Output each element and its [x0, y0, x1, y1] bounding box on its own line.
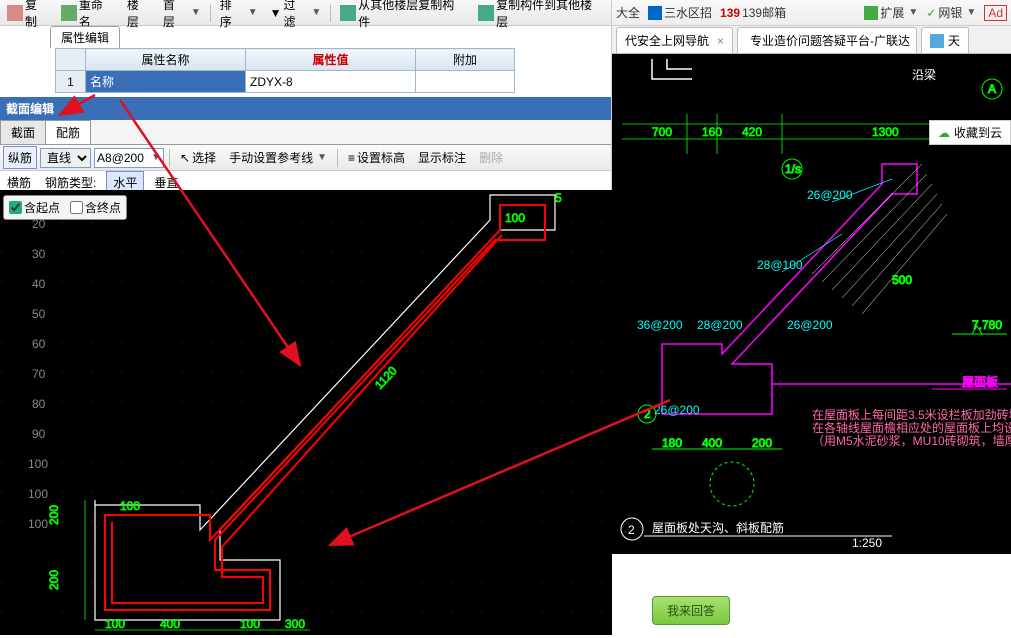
browser-toolbar: 大全 三水区招 139139邮箱 扩展▼ ✓网银▼ Ad — [612, 0, 1011, 26]
svg-text:180: 180 — [662, 436, 682, 450]
section-editor-title: 截面编辑 — [0, 97, 611, 120]
svg-text:400: 400 — [160, 617, 180, 631]
property-table: 属性名称 属性值 附加 1 名称 ZDYX-8 — [55, 48, 515, 93]
copy-button[interactable]: 复制 — [2, 0, 54, 33]
svg-text:50: 50 — [32, 307, 46, 321]
note-2: 在各轴线屋面檐相应处的屋面板上均设栏 — [812, 420, 1011, 435]
col-value: 属性值 — [246, 49, 416, 71]
svg-text:2: 2 — [628, 523, 635, 537]
sort-button[interactable]: 排序▼ — [215, 0, 263, 33]
ext-button[interactable]: 扩展▼ — [864, 4, 918, 21]
svg-text:100: 100 — [120, 499, 140, 513]
set-elev-button[interactable]: ≡设置标高 — [343, 146, 410, 169]
svg-text:40: 40 — [32, 277, 46, 291]
svg-text:26@200: 26@200 — [654, 403, 700, 417]
link-139mail[interactable]: 139139邮箱 — [720, 4, 786, 21]
tab-section[interactable]: 截面 — [0, 120, 46, 144]
svg-text:100: 100 — [240, 617, 260, 631]
note-3: （用M5水泥砂浆，MU10砖砌筑，墙厚2 — [812, 433, 1011, 448]
svg-text:屋面板处天沟、斜板配筋: 屋面板处天沟、斜板配筋 — [652, 520, 784, 535]
svg-text:36@200: 36@200 — [637, 318, 683, 332]
prop-name-cell[interactable]: 名称 — [86, 71, 246, 93]
svg-text:7.780: 7.780 — [972, 318, 1002, 332]
svg-text:26@200: 26@200 — [807, 188, 853, 202]
check-end[interactable]: 含终点 — [70, 199, 121, 216]
first-floor-select[interactable]: 首层▼ — [158, 0, 206, 33]
tab-rebar[interactable]: 配筋 — [45, 120, 91, 144]
cloud-save-button[interactable]: ☁ 收藏到云 — [929, 120, 1011, 145]
note-1: 在屋面板上每间距3.5米设栏板加劲砖墙 — [812, 407, 1011, 422]
svg-text:200: 200 — [47, 570, 61, 590]
link-sanshui[interactable]: 三水区招 — [648, 4, 712, 21]
svg-text:30: 30 — [32, 247, 46, 261]
answer-button[interactable]: 我来回答 — [652, 596, 730, 625]
svg-text:1/s: 1/s — [785, 162, 801, 176]
browser-tab-1[interactable]: 专业造价问题答疑平台-广联达× — [737, 27, 917, 53]
svg-text:420: 420 — [742, 125, 762, 139]
browser-tab-0[interactable]: 代安全上网导航× — [616, 27, 733, 53]
svg-text:200: 200 — [752, 436, 772, 450]
svg-text:28@100: 28@100 — [757, 258, 803, 272]
browser-tab-2[interactable]: 天 — [921, 27, 969, 53]
rebar-toolbar: 纵筋 直线 A8@200▼ ↖选择 手动设置参考线▼ ≡设置标高 显示标注 删除 — [0, 145, 611, 171]
svg-text:200: 200 — [47, 505, 61, 525]
filter-button[interactable]: ▼过滤▼ — [265, 0, 327, 33]
svg-text:A: A — [988, 82, 996, 96]
cad-canvas-left[interactable]: 203040 506070 8090100 100100 100400100 2… — [0, 190, 612, 635]
copy-to-button[interactable]: 复制构件到其他楼层 — [473, 0, 609, 33]
col-extra: 附加 — [416, 49, 515, 71]
browser-tabs: 代安全上网导航× 专业造价问题答疑平台-广联达× 天 — [612, 26, 1011, 54]
svg-text:屋面板: 屋面板 — [962, 375, 998, 389]
svg-text:1:250: 1:250 — [852, 536, 882, 550]
svg-text:26@200: 26@200 — [787, 318, 833, 332]
prop-value-cell[interactable]: ZDYX-8 — [246, 71, 416, 93]
bank-button[interactable]: ✓网银▼ — [926, 4, 976, 21]
copy-from-button[interactable]: 从其他楼层复制构件 — [335, 0, 471, 33]
link-daquan[interactable]: 大全 — [616, 4, 640, 21]
svg-text:80: 80 — [32, 397, 46, 411]
line-type-select[interactable]: 直线 — [40, 148, 91, 168]
svg-text:700: 700 — [652, 125, 672, 139]
select-button[interactable]: ↖选择 — [175, 146, 221, 169]
rebar-spec-combo[interactable]: A8@200▼ — [94, 148, 164, 168]
longitudinal-button[interactable]: 纵筋 — [3, 146, 37, 169]
svg-text:1300: 1300 — [872, 125, 899, 139]
svg-text:100: 100 — [28, 457, 48, 471]
delete-button[interactable]: 删除 — [474, 146, 508, 169]
svg-text:28@200: 28@200 — [697, 318, 743, 332]
svg-text:100: 100 — [105, 617, 125, 631]
property-edit-tab[interactable]: 属性编辑 — [50, 26, 120, 48]
svg-text:100: 100 — [28, 517, 48, 531]
svg-text:400: 400 — [702, 436, 722, 450]
col-name: 属性名称 — [86, 49, 246, 71]
check-start[interactable]: 含起点 — [9, 199, 60, 216]
floor-button[interactable]: 楼层 — [122, 0, 156, 33]
svg-text:60: 60 — [32, 337, 46, 351]
svg-text:500: 500 — [892, 273, 912, 287]
svg-text:沿梁: 沿梁 — [912, 67, 936, 82]
svg-text:70: 70 — [32, 367, 46, 381]
svg-text:2: 2 — [644, 407, 651, 421]
section-tabs: 截面 配筋 — [0, 120, 611, 145]
svg-text:100: 100 — [28, 487, 48, 501]
svg-text:300: 300 — [285, 617, 305, 631]
endpoint-checks: 含起点 含终点 — [3, 195, 127, 220]
svg-text:160: 160 — [702, 125, 722, 139]
svg-text:5: 5 — [555, 191, 562, 205]
svg-text:100: 100 — [505, 211, 525, 225]
cloud-icon: ☁ — [938, 126, 950, 140]
manual-ref-button[interactable]: 手动设置参考线▼ — [224, 146, 332, 169]
ad-badge: Ad — [984, 5, 1007, 21]
svg-text:90: 90 — [32, 427, 46, 441]
close-icon[interactable]: × — [717, 34, 724, 48]
main-toolbar: 复制 重命名 楼层 首层▼ 排序▼ ▼过滤▼ 从其他楼层复制构件 复制构件到其他… — [0, 0, 611, 26]
show-annot-button[interactable]: 显示标注 — [413, 146, 471, 169]
row-num: 1 — [56, 71, 86, 93]
